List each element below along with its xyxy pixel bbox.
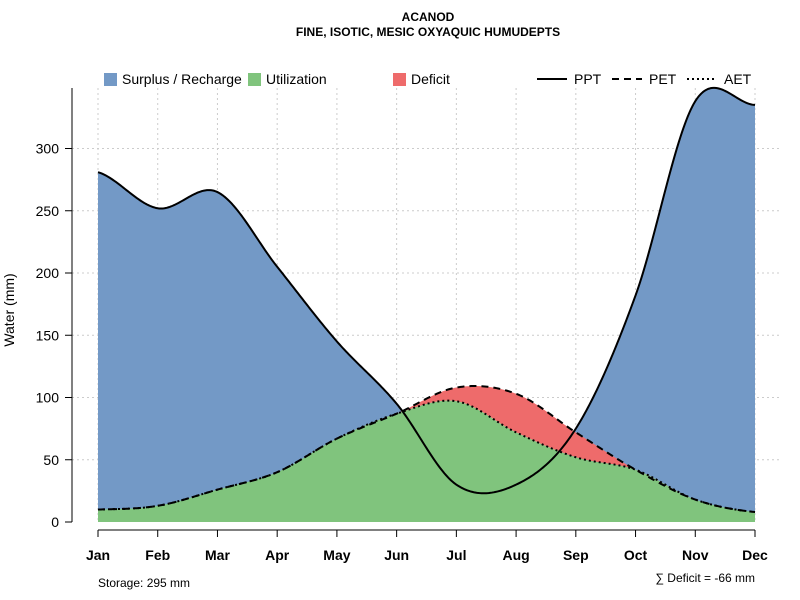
x-tick-label: Jan [86,547,110,563]
axes: 0 50 100 150 200 250 300 Jan Feb Mar Apr May Jun Jul A… [36,88,768,563]
line-layer [97,86,756,514]
chart-title: ACANOD [402,10,455,24]
legend-label-ppt: PPT [574,71,602,87]
x-tick-label: Aug [502,547,529,563]
series-line-pet [97,385,756,514]
y-tick-label: 300 [36,141,60,157]
x-tick-label: Nov [682,547,709,563]
y-tick-label: 0 [51,514,59,530]
y-tick-label: 250 [36,203,60,219]
chart-subtitle: FINE, ISOTIC, MESIC OXYAQUIC HUMUDEPTS [296,25,560,39]
series-line-ppt [97,86,756,495]
storage-note: Storage: 295 mm [98,576,190,590]
legend-swatch-deficit [393,73,406,86]
x-tick-label: May [323,547,350,563]
area-surplus-recharge [98,87,755,522]
x-tick-label: Jun [384,547,409,563]
y-tick-label: 200 [36,265,60,281]
legend-swatch-utilization [248,73,261,86]
legend-label-pet: PET [649,71,677,87]
y-tick-label: 150 [36,327,60,343]
y-axis-title: Water (mm) [1,273,17,346]
x-tick-label: Feb [145,547,170,563]
area-layer [98,87,755,522]
legend-swatch-surplus [104,73,117,86]
legend-label-utilization: Utilization [266,71,327,87]
x-tick-label: Mar [205,547,230,563]
legend-label-surplus: Surplus / Recharge [122,71,242,87]
x-tick-label: Apr [265,547,290,563]
legend: Surplus / Recharge Utilization Deficit P… [104,71,752,87]
y-tick-label: 50 [43,452,59,468]
area-utilization [98,400,755,522]
x-tick-label: Dec [742,547,768,563]
legend-label-deficit: Deficit [411,71,450,87]
x-tick-label: Jul [446,547,466,563]
legend-label-aet: AET [724,71,752,87]
deficit-note: ∑ Deficit = -66 mm [655,571,755,585]
y-tick-label: 100 [36,390,60,406]
x-tick-label: Sep [563,547,589,563]
x-tick-label: Oct [624,547,648,563]
